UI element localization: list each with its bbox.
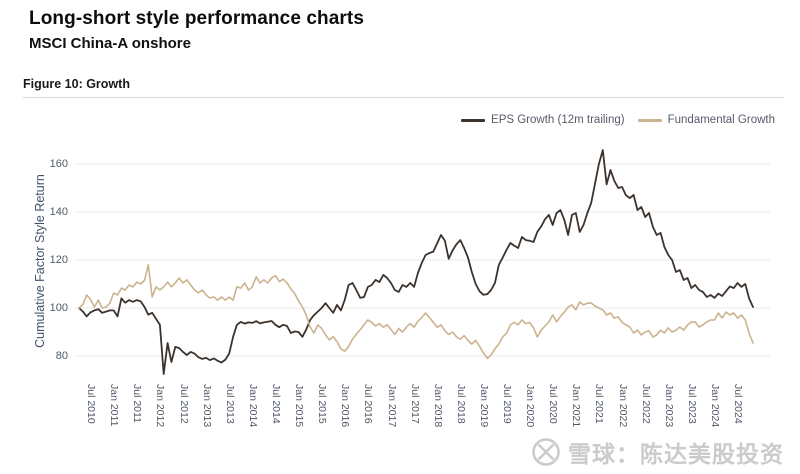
y-tick-label: 80 [55, 350, 68, 362]
legend-item: EPS Growth (12m trailing) [461, 114, 625, 126]
x-tick-label: Jul 2017 [408, 384, 421, 424]
xueqiu-snowball-logo-icon [532, 438, 560, 466]
x-tick-label: Jul 2010 [85, 384, 98, 424]
x-tick-label: Jul 2024 [732, 384, 745, 424]
x-tick-label: Jan 2018 [431, 384, 444, 428]
x-tick-label: Jul 2011 [131, 384, 144, 423]
legend-label: Fundamental Growth [667, 114, 775, 126]
x-tick-label: Jan 2024 [709, 384, 721, 428]
x-tick-label: Jan 2019 [477, 384, 490, 428]
x-tick-label: Jan 2011 [108, 384, 121, 427]
x-tick-label: Jul 2021 [593, 384, 606, 424]
page-title: Long-short style performance charts [29, 8, 365, 29]
x-tick-label: Jul 2019 [501, 384, 513, 424]
series-line-fundamental-growth [78, 263, 754, 360]
x-tick-label: Jul 2022 [639, 384, 652, 424]
x-tick-label: Jan 2023 [662, 384, 675, 428]
legend-line-swatch [461, 118, 486, 122]
x-tick-label: Jul 2018 [454, 384, 467, 424]
x-tick-label: Jul 2016 [362, 384, 375, 424]
x-tick-label: Jan 2015 [293, 384, 305, 428]
x-tick-label: Jan 2014 [246, 384, 259, 428]
y-tick-label: 100 [49, 302, 68, 314]
x-tick-label: Jan 2012 [154, 384, 167, 428]
legend-item: Fundamental Growth [637, 114, 775, 126]
watermark: 雪球：陈达美股投资 [531, 435, 784, 469]
y-tick-label: 120 [49, 254, 68, 266]
series-line-eps-growth [78, 149, 754, 375]
x-tick-label: Jan 2016 [339, 384, 352, 428]
x-tick-label: Jul 2020 [547, 384, 560, 424]
y-tick-label: 140 [49, 206, 68, 218]
x-tick-label: Jul 2014 [269, 384, 282, 424]
y-tick-label: 160 [49, 158, 68, 170]
x-tick-label: Jul 2013 [223, 384, 236, 424]
page-subtitle: MSCI China-A onshore [29, 35, 191, 52]
x-tick-label: Jul 2012 [177, 384, 190, 424]
figure-caption: Figure 10: Growth [23, 77, 130, 91]
x-tick-label: Jul 2023 [685, 384, 698, 424]
x-tick-label: Jan 2013 [200, 384, 213, 428]
x-tick-label: Jan 2017 [385, 384, 398, 428]
x-tick-label: Jan 2020 [524, 384, 537, 428]
legend-line-swatch [637, 118, 662, 122]
legend-label: EPS Growth (12m trailing) [491, 114, 625, 126]
watermark-text: 雪球：陈达美股投资 [568, 441, 784, 467]
x-tick-label: Jan 2021 [570, 384, 583, 428]
header-divider [23, 97, 784, 98]
chart-legend: EPS Growth (12m trailing) Fundamental Gro… [461, 114, 775, 126]
x-tick-label: Jan 2022 [616, 384, 629, 428]
x-tick-label: Jul 2015 [316, 384, 329, 424]
